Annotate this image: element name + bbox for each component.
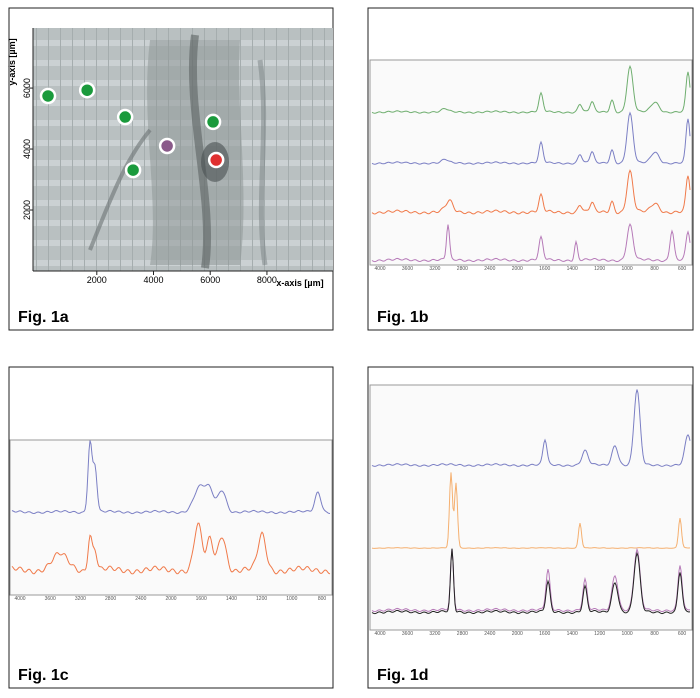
x-tick-label: 1200 (594, 631, 605, 637)
x-tick-label: 3600 (402, 631, 413, 637)
x-tick-label: 600 (678, 266, 687, 272)
x-tick-label: 1400 (226, 596, 237, 602)
panel-label: Fig. 1d (377, 667, 429, 684)
marker (207, 151, 225, 169)
y-tick-label: 4000 (22, 139, 32, 159)
x-tick-label: 4000 (374, 631, 385, 637)
plot-area (369, 384, 693, 631)
y-tick-label: 2000 (22, 200, 32, 220)
spectrum (371, 389, 691, 467)
x-tick-label: 4000 (374, 266, 385, 272)
x-tick-label: 800 (318, 596, 327, 602)
panel-label: Fig. 1b (377, 309, 429, 326)
plot-area (9, 439, 333, 596)
marker (116, 108, 134, 126)
panel-frame (367, 7, 694, 331)
x-tick-label: 2800 (457, 631, 468, 637)
spectrum (371, 169, 691, 215)
x-tick-label: 2800 (457, 266, 468, 272)
x-tick-label: 800 (650, 631, 659, 637)
marker (39, 87, 57, 105)
panel-frame (8, 366, 334, 689)
x-tick-label: 800 (650, 266, 659, 272)
spectrum (11, 440, 331, 515)
panel-label: Fig. 1c (18, 667, 69, 684)
x-tick-label: 1600 (196, 596, 207, 602)
x-tick-label: 3200 (429, 631, 440, 637)
panel-label: Fig. 1a (18, 309, 69, 326)
x-tick-label: 1000 (622, 631, 633, 637)
x-tick-label: 2000 (87, 275, 107, 285)
x-tick-label: 1600 (539, 266, 550, 272)
x-tick-label: 2000 (512, 266, 523, 272)
x-tick-label: 1000 (622, 266, 633, 272)
x-tick-label: 2000 (512, 631, 523, 637)
x-tick-label: 1000 (286, 596, 297, 602)
spectrum (371, 472, 691, 549)
x-tick-label: 1400 (567, 266, 578, 272)
panel-frame (367, 366, 694, 689)
y-axis-label: y-axis [µm] (7, 38, 17, 85)
x-tick-label: 3200 (75, 596, 86, 602)
x-tick-label: 2400 (484, 266, 495, 272)
x-tick-label: 1200 (594, 266, 605, 272)
x-axis-label: x-axis [µm] (276, 278, 323, 288)
x-tick-label: 1600 (539, 631, 550, 637)
x-tick-label: 600 (678, 631, 687, 637)
x-tick-label: 1200 (256, 596, 267, 602)
x-tick-label: 3600 (402, 266, 413, 272)
x-tick-label: 2000 (165, 596, 176, 602)
x-tick-label: 3200 (429, 266, 440, 272)
x-tick-label: 6000 (200, 275, 220, 285)
y-tick-label: 6000 (22, 78, 32, 98)
x-tick-label: 8000 (257, 275, 277, 285)
spectrum (371, 548, 691, 615)
spectrum (371, 111, 691, 165)
marker (78, 81, 96, 99)
spectrum (371, 222, 691, 263)
x-tick-label: 3600 (45, 596, 56, 602)
x-tick-label: 2400 (135, 596, 146, 602)
marker (158, 137, 176, 155)
micrograph (33, 28, 333, 271)
spectrum (371, 64, 691, 114)
x-tick-label: 4000 (14, 596, 25, 602)
spectrum (371, 547, 691, 613)
x-tick-label: 4000 (143, 275, 163, 285)
marker (124, 161, 142, 179)
marker (204, 113, 222, 131)
x-tick-label: 2800 (105, 596, 116, 602)
spectrum (11, 522, 331, 575)
x-tick-label: 2400 (484, 631, 495, 637)
x-tick-label: 1400 (567, 631, 578, 637)
